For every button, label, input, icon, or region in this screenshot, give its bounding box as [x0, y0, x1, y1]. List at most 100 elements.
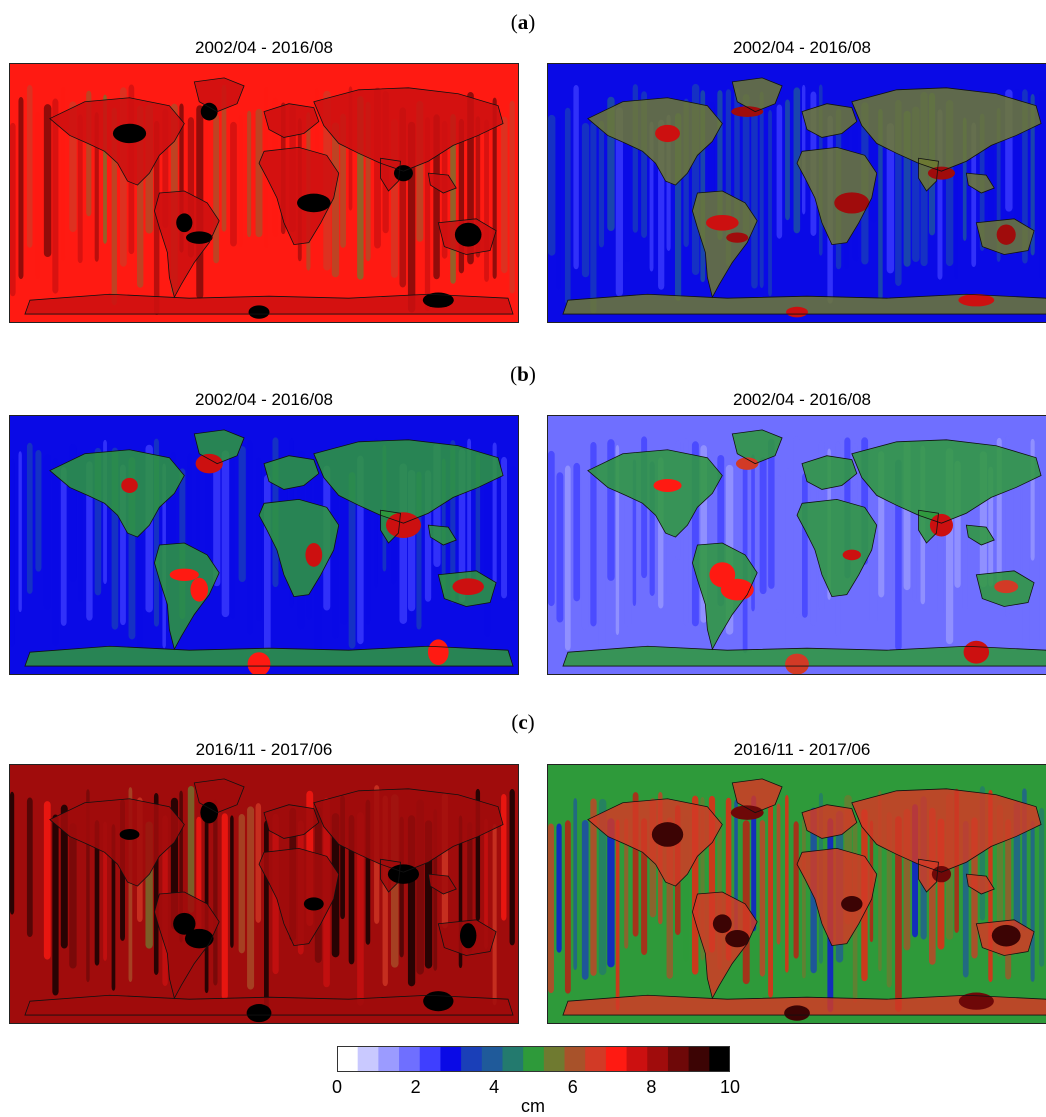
signal-hotspot — [247, 652, 271, 674]
noise-stripe — [776, 104, 783, 239]
noise-stripe — [793, 821, 799, 959]
coastline — [313, 788, 504, 873]
signal-hotspot — [387, 864, 420, 884]
signal-hotspot — [994, 580, 1019, 594]
noise-stripe — [548, 450, 555, 607]
signal-hotspot — [423, 991, 454, 1012]
signal-hotspot — [842, 549, 861, 561]
noise-stripe — [348, 472, 356, 649]
coastline — [796, 498, 878, 598]
signal-hotspot — [927, 166, 955, 180]
coastline — [49, 798, 185, 887]
signal-hotspot — [731, 106, 764, 117]
coastline — [965, 172, 995, 194]
signal-hotspot — [112, 123, 147, 144]
panel-label-a: (a) — [510, 10, 536, 34]
noise-stripe — [1039, 807, 1045, 967]
signal-hotspot — [725, 930, 750, 948]
signal-hotspot — [184, 928, 214, 949]
colorbar-tick-label: 8 — [646, 1077, 657, 1097]
noise-stripe — [581, 122, 590, 278]
coastline — [562, 994, 1046, 1016]
map-title: 2002/04 - 2016/08 — [732, 390, 871, 409]
land-signal — [49, 449, 185, 538]
signal-hotspot — [121, 477, 138, 494]
colorbar-swatch — [502, 1046, 524, 1072]
noise-stripe — [94, 820, 100, 966]
coastline — [313, 87, 504, 172]
land-signal — [154, 543, 220, 650]
land-signal — [264, 804, 319, 839]
noise-stripe — [18, 97, 24, 280]
land-signal — [918, 859, 939, 893]
map-title: 2002/04 - 2016/08 — [194, 38, 333, 57]
noise-stripe — [556, 118, 561, 290]
colorbar-tick-label: 2 — [410, 1077, 421, 1097]
map-c-right — [547, 764, 1046, 1024]
signal-hotspot — [730, 805, 764, 820]
noise-stripe — [886, 812, 892, 988]
coastline — [427, 172, 457, 194]
colorbar-swatch — [564, 1046, 586, 1072]
noise-stripe — [742, 820, 750, 985]
noise-stripe — [26, 797, 33, 938]
land-signal — [49, 798, 185, 887]
colorbar-swatch — [481, 1046, 503, 1072]
map-svg — [548, 765, 1046, 1023]
noise-stripe — [221, 450, 230, 618]
noise-stripe — [52, 814, 59, 996]
coastline — [587, 449, 723, 538]
colorbar-swatch — [667, 1046, 690, 1072]
noise-stripe — [60, 467, 67, 626]
coastline — [796, 847, 878, 947]
coastline — [965, 873, 995, 895]
map-title: 2002/04 - 2016/08 — [194, 390, 333, 409]
noise-stripe — [1039, 470, 1045, 645]
land-signal — [851, 439, 1042, 524]
noise-stripe — [492, 824, 497, 1006]
coastline — [692, 190, 758, 299]
signal-hotspot — [427, 639, 449, 665]
signal-hotspot — [651, 822, 684, 847]
noise-stripe — [35, 785, 43, 941]
land-signal — [587, 798, 723, 887]
signal-hotspot — [709, 562, 736, 588]
noise-stripe — [509, 789, 515, 946]
colorbar-border — [337, 1046, 730, 1072]
noise-stripe — [581, 472, 589, 631]
noise-stripe — [187, 785, 195, 913]
noise-stripe — [348, 815, 355, 965]
noise-stripe — [785, 795, 789, 973]
noise-stripe — [776, 475, 782, 614]
signal-hotspot — [454, 222, 482, 247]
signal-hotspot — [785, 653, 809, 674]
signal-hotspot — [200, 801, 219, 824]
noise-stripe — [238, 813, 245, 954]
noise-stripe — [751, 110, 758, 289]
noise-stripe — [734, 88, 740, 225]
noise-stripe — [10, 122, 16, 297]
colorbar-swatch — [709, 1046, 730, 1072]
land-signal — [851, 87, 1042, 172]
land-signal — [797, 499, 877, 597]
noise-stripe — [10, 458, 15, 647]
signal-hotspot — [186, 231, 213, 244]
signal-hotspot — [786, 306, 808, 318]
map-svg — [10, 416, 518, 674]
coastline — [263, 103, 320, 138]
noise-stripe — [424, 117, 431, 312]
noise-stripe — [598, 798, 607, 976]
coastline — [427, 524, 457, 546]
coastline — [24, 994, 514, 1016]
noise-stripe — [1039, 90, 1046, 280]
coastline — [731, 77, 783, 113]
land-signal — [732, 77, 783, 112]
noise-stripe — [43, 801, 51, 960]
coastline — [437, 570, 497, 607]
noise-stripe — [598, 120, 605, 248]
noise-stripe — [581, 819, 589, 980]
noise-stripe — [802, 473, 808, 618]
noise-stripe — [255, 803, 262, 923]
coastline — [562, 645, 1046, 667]
colorbar-swatch — [543, 1046, 566, 1072]
